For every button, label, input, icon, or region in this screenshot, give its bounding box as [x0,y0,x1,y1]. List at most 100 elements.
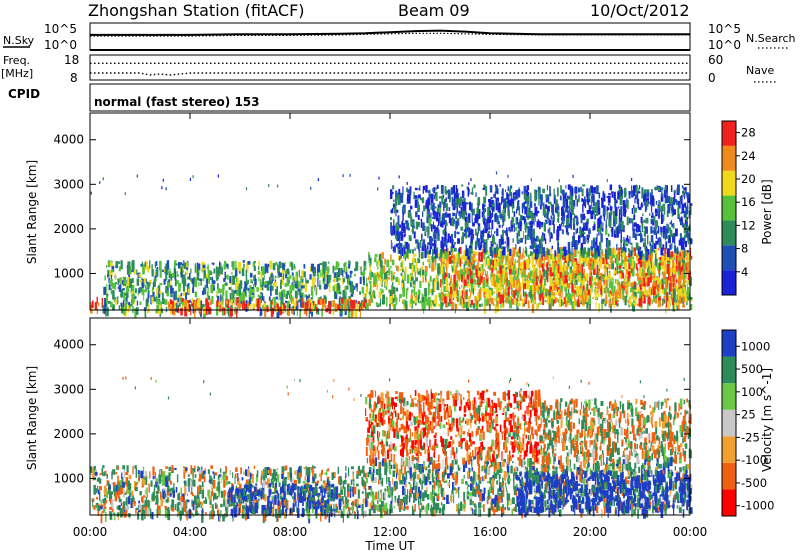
data-cell [628,271,631,279]
data-cell [211,296,214,304]
data-cell [662,225,666,236]
data-cell [295,271,298,277]
data-cell [432,224,435,227]
data-cell [475,240,478,246]
data-cell [524,206,528,215]
data-cell [582,236,585,244]
data-cell [624,250,626,259]
data-cell [483,239,486,244]
data-cell [366,277,368,287]
data-cell [502,214,505,223]
data-cell [689,239,693,244]
data-cell [153,484,156,494]
data-cell [606,179,608,183]
data-cell [524,263,527,270]
data-cell [668,271,670,281]
data-cell [657,277,660,283]
data-cell [104,497,107,501]
data-cell [455,222,459,229]
power-ylabel: Slant Range [km] [25,160,39,264]
data-cell [673,190,677,194]
data-cell [490,229,492,237]
data-cell [436,208,440,213]
data-cell [434,299,437,308]
data-cell [594,297,598,300]
data-cell [317,495,320,504]
data-cell [673,192,676,199]
data-cell [676,254,679,259]
data-cell [631,302,634,307]
data-cell [223,278,226,282]
data-cell [608,299,611,308]
data-cell [335,506,338,513]
data-cell [605,257,608,264]
data-cell [196,262,199,273]
data-cell [374,272,377,276]
data-cell [591,253,595,258]
data-cell [633,215,636,220]
data-cell [338,277,341,281]
data-cell [198,281,200,287]
data-cell [511,283,513,292]
data-cell [486,250,489,254]
data-cell [444,199,447,208]
data-cell [658,208,661,218]
data-cell [686,214,688,222]
data-cell [551,245,553,249]
freq-line [90,72,690,76]
data-cell [553,188,555,199]
data-cell [641,296,644,302]
data-cell [538,198,540,206]
data-cell [337,304,340,311]
data-cell [417,257,421,264]
data-cell [206,266,209,269]
data-cell [537,258,540,268]
data-cell [545,219,548,225]
data-cell [152,291,155,302]
data-cell [118,284,122,292]
data-cell [494,258,496,266]
data-cell [441,288,443,292]
data-cell [342,289,345,297]
data-cell [576,273,578,280]
data-cell [617,284,620,292]
data-cell [507,280,510,287]
data-cell [347,467,350,477]
data-cell [572,174,574,178]
data-cell [323,271,326,281]
data-cell [578,250,582,257]
data-cell [653,296,656,302]
data-cell [440,257,443,266]
data-cell [686,261,690,268]
data-cell [531,255,534,265]
data-cell [566,217,570,226]
data-cell [166,265,168,275]
data-cell [134,465,137,469]
data-cell [546,185,548,191]
data-cell [528,227,530,234]
data-cell [535,259,537,265]
data-cell [426,226,429,232]
data-cell [478,270,481,278]
data-cell [398,188,401,195]
data-cell [648,254,652,258]
data-cell [534,213,536,222]
data-cell [353,286,356,290]
data-cell [270,301,274,305]
data-cell [317,272,319,276]
data-cell [423,205,426,212]
data-cell [560,277,564,286]
data-cell [674,199,678,203]
data-cell [459,271,461,279]
data-cell [351,487,353,492]
data-cell [402,288,406,297]
data-cell [523,283,526,289]
data-cell [151,497,153,502]
data-cell [570,213,572,220]
data-cell [574,267,576,275]
data-cell [158,293,161,298]
data-cell [421,242,423,246]
data-cell [451,196,454,207]
data-cell [406,291,408,300]
data-cell [427,190,431,194]
